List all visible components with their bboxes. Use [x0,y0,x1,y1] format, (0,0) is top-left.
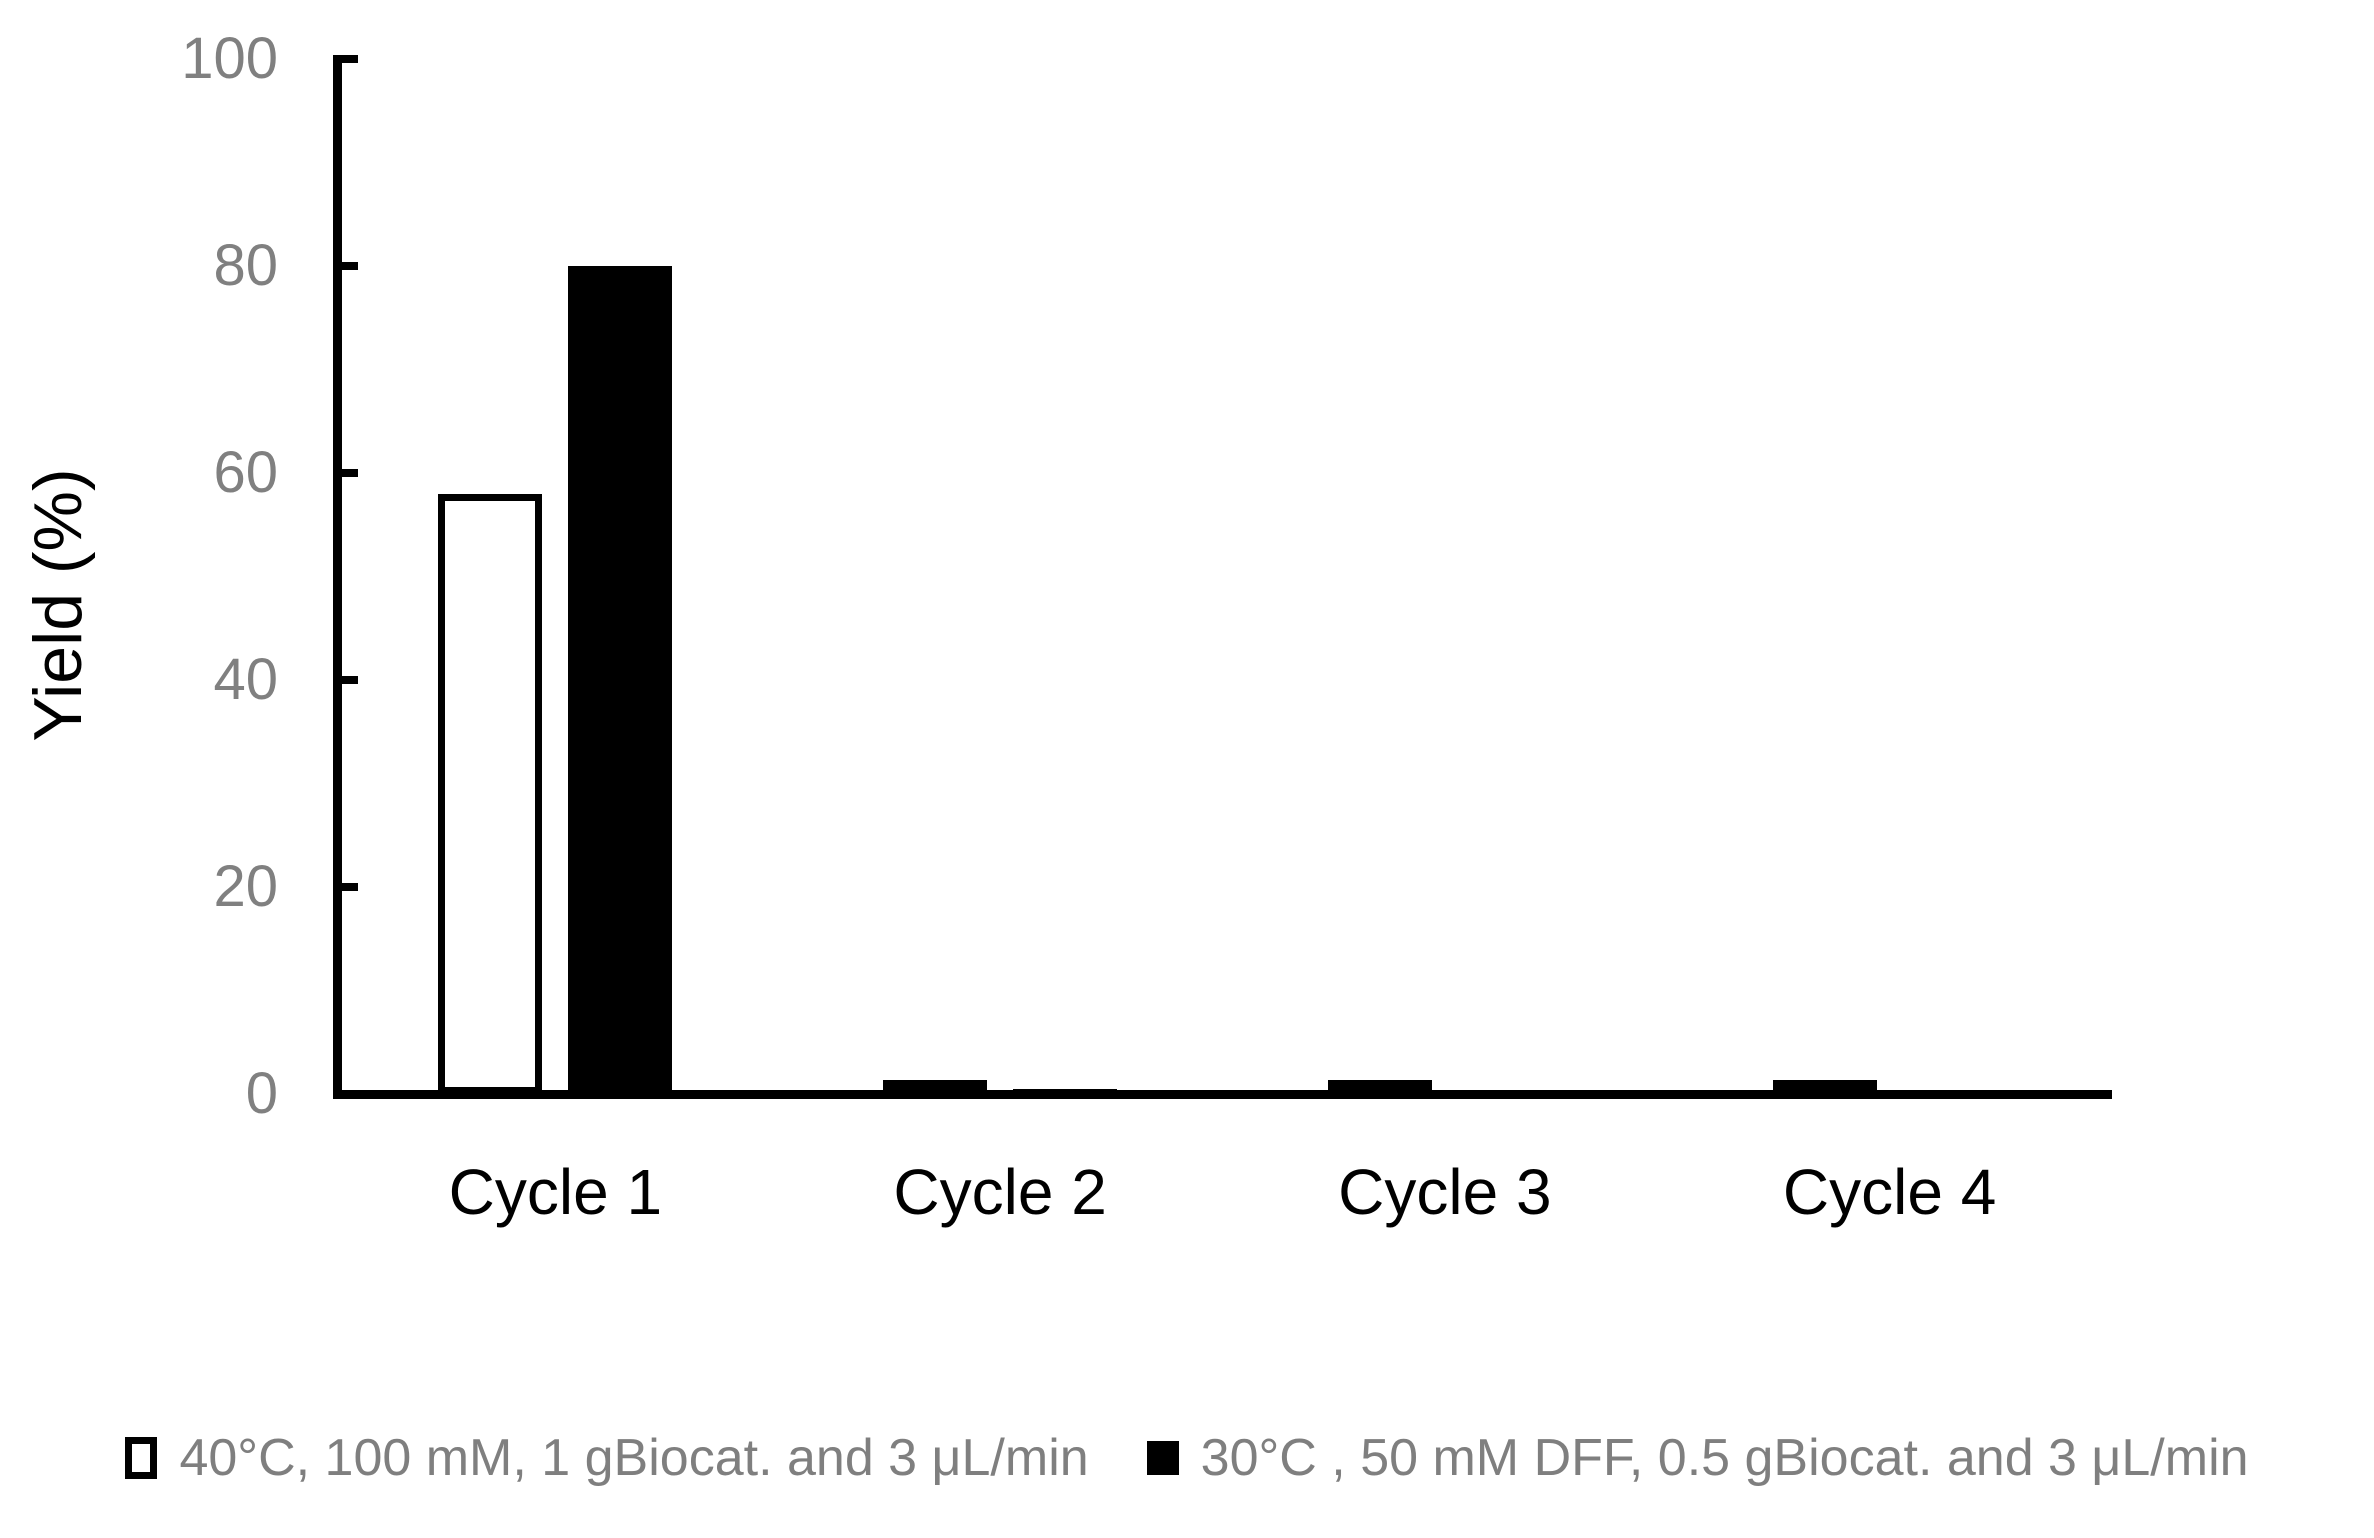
bar-s2-c1 [568,266,673,1094]
legend-swatch-black-icon [1146,1441,1179,1475]
x-category-label: Cycle 3 [1338,1156,1552,1228]
bar-s1-c4 [1772,1080,1877,1094]
y-tick-mark [342,676,358,684]
bar-s2-c2 [1013,1089,1118,1094]
x-category-label: Cycle 1 [448,1156,663,1228]
x-category-label: Cycle 4 [1782,1156,1997,1228]
legend-label: 30°C , 50 mM DFF, 0.5 gBiocat. and 3 μL/… [1200,1429,2249,1487]
legend-swatch-white-icon [125,1437,158,1479]
bar-s1-c2 [883,1080,988,1094]
legend: 40°C, 100 mM, 1 gBiocat. and 3 μL/min 30°… [0,1428,2374,1488]
x-axis-line [333,1090,2112,1099]
y-axis-title: Yield (%) [20,468,96,742]
y-tick-label: 60 [213,440,278,505]
y-tick-label: 0 [245,1061,278,1126]
y-tick-mark [342,1090,358,1098]
bar-s1-c1 [438,494,543,1094]
y-tick-label: 20 [213,854,278,919]
y-tick-mark [342,262,358,270]
y-tick-mark [342,883,358,891]
y-tick-label: 40 [213,647,278,712]
legend-item-series-1: 40°C, 100 mM, 1 gBiocat. and 3 μL/min [125,1428,1089,1488]
y-tick-mark [342,469,358,477]
legend-item-series-2: 30°C , 50 mM DFF, 0.5 gBiocat. and 3 μL/… [1146,1428,2249,1488]
y-axis-line [333,55,342,1098]
x-category-label: Cycle 2 [893,1156,1107,1228]
legend-label: 40°C, 100 mM, 1 gBiocat. and 3 μL/min [179,1429,1089,1487]
y-tick-label: 100 [181,26,278,91]
bar-s1-c3 [1327,1080,1432,1094]
y-tick-label: 80 [213,233,278,298]
y-tick-mark [342,55,358,63]
